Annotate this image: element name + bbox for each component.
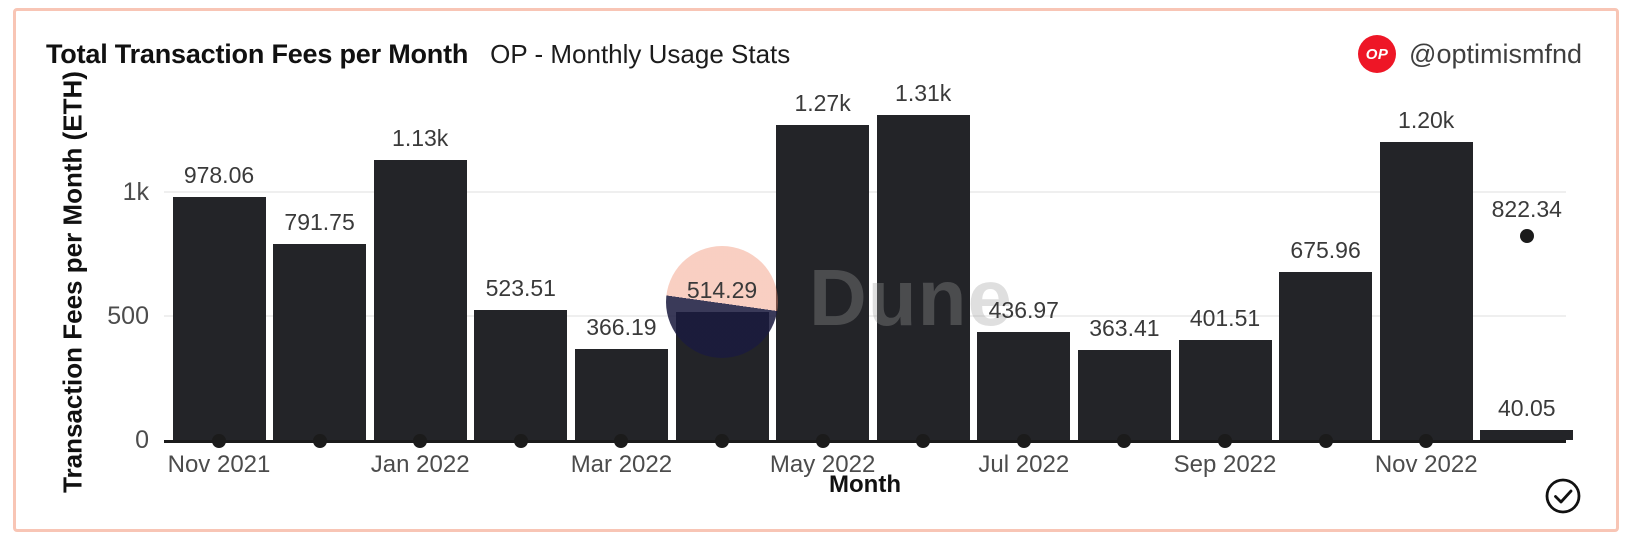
axis-tick-dot [1016,434,1031,448]
bar-value-label: 1.13k [392,124,449,151]
x-axis-tick-label: Nov 2022 [1374,451,1478,478]
x-axis-tick-label: Sep 2022 [1173,451,1277,478]
bar-value-label: 1.27k [794,90,851,117]
bar-value-label: 1.20k [1398,107,1455,134]
y-axis-title: Transaction Fees per Month (ETH) [57,71,88,493]
bar-feb-2022[interactable] [474,310,568,440]
bar-jul-2022[interactable] [977,331,1071,440]
bar-value-label: 363.41 [1089,314,1160,341]
bar-value-label: 401.51 [1189,305,1261,332]
bar-mar-2022[interactable] [574,349,668,440]
axis-tick-dot [614,434,629,448]
y-axis-tick-label: 500 [107,302,149,330]
check-circle-icon[interactable] [1544,477,1582,515]
x-axis-tick-label: Jan 2022 [370,451,470,478]
axis-tick-dot [815,434,830,448]
x-axis-tick-label: Mar 2022 [570,451,673,478]
bar-sep-2022[interactable] [1178,340,1272,440]
axis-tick-dot [1117,434,1132,448]
axis-tick-dot [212,434,226,448]
bar-nov-2022[interactable] [1379,142,1473,440]
bar-value-label: 1.31k [895,80,952,107]
bar-dec-2021[interactable] [273,243,367,440]
bar-value-label: 514.29 [686,277,758,304]
bar-value-label: 675.96 [1290,237,1361,264]
bar-value-label: 40.05 [1498,395,1556,422]
y-axis-tick-label: 0 [135,426,149,454]
axis-tick-dot [916,434,931,448]
scatter-point[interactable] [1519,229,1534,244]
x-axis-tick-label: Nov 2021 [167,451,271,478]
bar-value-label: 366.19 [586,314,657,341]
bar-aug-2022[interactable] [1077,349,1171,440]
bar-value-label: 978.06 [183,162,255,189]
dune-watermark-text: Dune [809,253,1013,342]
bar-may-2022[interactable] [776,125,870,440]
chart-title: Total Transaction Fees per Month [46,39,469,69]
bar-value-label: 523.51 [485,275,556,302]
optimism-logo-icon[interactable]: OP [1358,35,1397,73]
bar-jan-2022[interactable] [373,159,467,440]
axis-tick-dot [715,434,729,448]
bar-nov-2021[interactable] [172,197,266,440]
axis-tick-dot [1318,434,1333,448]
bar-jun-2022[interactable] [876,115,970,440]
dune-logo-watermark-icon [666,246,778,358]
y-axis-tick-label: 1k [122,178,149,206]
x-axis-line [164,440,1566,443]
scatter-point-label: 822.34 [1491,196,1562,223]
header: Total Transaction Fees per Month OP - Mo… [46,39,790,70]
x-axis-tick-label: Jul 2022 [978,451,1070,478]
dashboard-subtitle: OP - Monthly Usage Stats [490,39,791,69]
bar-dec-2022[interactable] [1480,430,1574,440]
axis-tick-dot [1419,434,1434,448]
axis-tick-dot [1218,434,1232,448]
chart-card: Total Transaction Fees per Month OP - Mo… [13,8,1619,532]
axis-tick-dot [413,434,428,448]
axis-tick-dot [312,434,327,448]
author-handle[interactable]: @optimismfnd [1409,38,1582,69]
author-attribution[interactable]: OP @optimismfnd [1358,35,1582,73]
x-axis-title: Month [829,471,901,498]
bar-oct-2022[interactable] [1279,272,1373,440]
axis-tick-dot [513,434,528,448]
x-axis-tick-label: May 2022 [769,451,876,478]
bar-value-label: 436.97 [988,296,1059,323]
bar-value-label: 791.75 [284,208,355,235]
